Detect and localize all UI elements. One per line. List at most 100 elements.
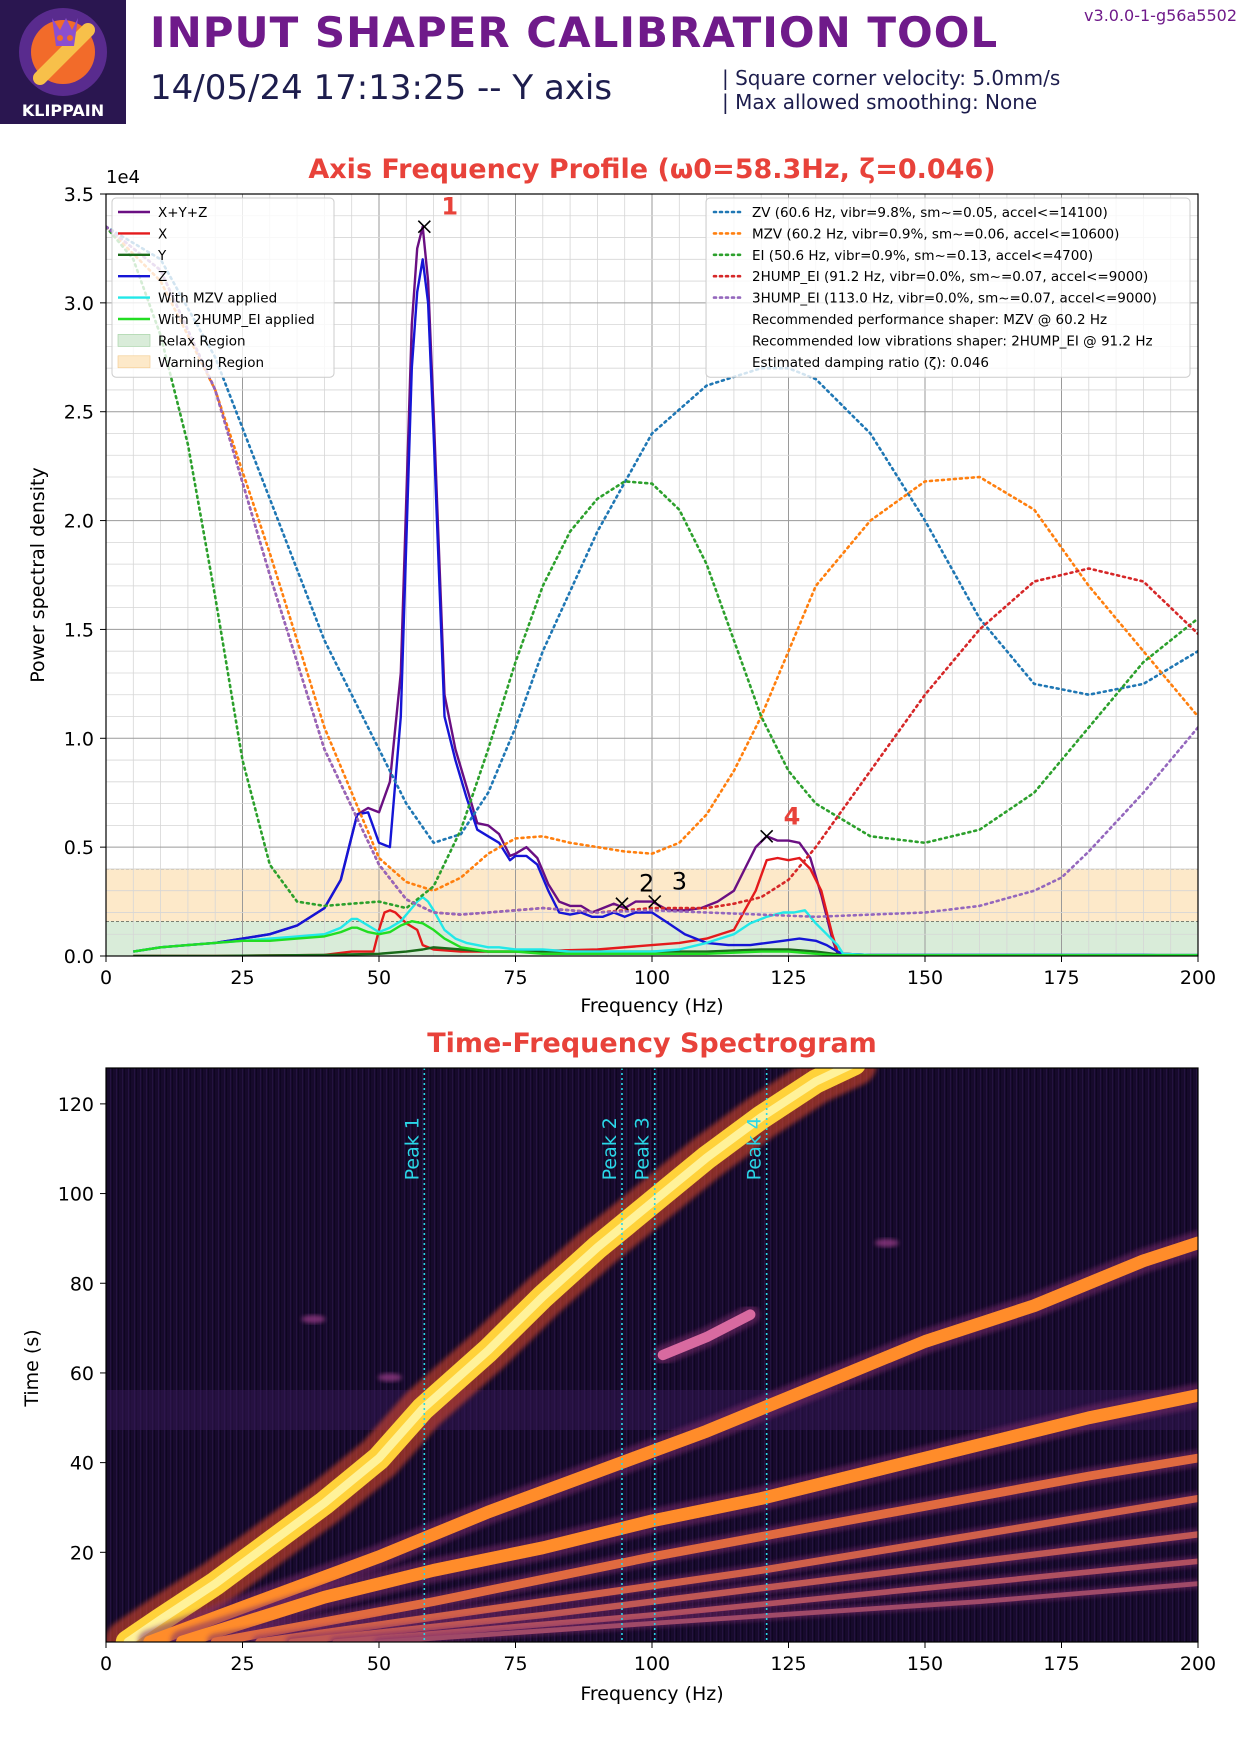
spectrogram-trace-harmonic-g xyxy=(376,1581,1198,1642)
psd-peak-marker-3 xyxy=(648,895,662,909)
app-title: INPUT SHAPER CALIBRATION TOOL xyxy=(150,8,999,57)
spectrogram-peak-label-2: Peak 2 xyxy=(599,1117,621,1180)
psd-y-tick-label: 2.0 xyxy=(64,511,94,533)
psd-legend-left-label: With 2HUMP_EI applied xyxy=(158,312,315,328)
psd-legend-right-label: Recommended performance shaper: MZV @ 60… xyxy=(752,312,1107,328)
spectrogram-x-tick-label: 125 xyxy=(770,1653,806,1675)
spectrogram-trace-echo-segment xyxy=(657,1309,756,1361)
psd-x-tick-label: 100 xyxy=(634,967,670,989)
psd-legend-right-label: EI (50.6 Hz, vibr=0.9%, sm~=0.13, accel<… xyxy=(752,248,1093,264)
psd-x-axis-label: Frequency (Hz) xyxy=(580,995,723,1017)
spectrogram-y-axis-label: Time (s) xyxy=(21,1329,43,1407)
psd-peak-label-3: 3 xyxy=(672,868,687,896)
psd-y-tick-label: 0.0 xyxy=(64,946,94,968)
spectrogram-x-tick-label: 175 xyxy=(1043,1653,1079,1675)
psd-legend-right-label: 2HUMP_EI (91.2 Hz, vibr=0.0%, sm~=0.07, … xyxy=(752,269,1148,285)
spectrogram-trace-harmonic-a xyxy=(143,1236,1198,1642)
psd-peak-marker-4 xyxy=(760,829,774,843)
psd-series-line-10 xyxy=(106,225,1198,919)
version-label: v3.0.0-1-g56a5502 xyxy=(1084,6,1237,25)
psd-series-line-1 xyxy=(133,856,1198,956)
psd-series-line-5 xyxy=(133,920,1198,956)
spectrogram-x-tick-label: 150 xyxy=(907,1653,943,1675)
psd-y-tick-label: 3.0 xyxy=(64,293,94,315)
spectrogram-trace-core xyxy=(123,1068,855,1642)
psd-x-tick-label: 125 xyxy=(770,967,806,989)
psd-legend-right-label: Recommended low vibrations shaper: 2HUMP… xyxy=(752,333,1153,349)
spectrogram-peak-label-4: Peak 4 xyxy=(744,1117,766,1180)
psd-series-line-9 xyxy=(106,225,1198,916)
spectrogram-blob xyxy=(377,1373,402,1382)
psd-series-line-7 xyxy=(106,225,1198,893)
spectrogram-peak-label-3: Peak 3 xyxy=(632,1117,654,1180)
psd-legend-left-swatch xyxy=(117,334,151,347)
psd-peak-marker-2 xyxy=(615,897,629,911)
psd-peak-label-1: 1 xyxy=(441,193,458,221)
klippain-logo: KLIPPAIN xyxy=(0,0,126,124)
psd-y-scale-label: 1e4 xyxy=(106,167,140,188)
psd-legend-left-label: Warning Region xyxy=(158,355,264,371)
spectrogram-peak-label-1: Peak 1 xyxy=(401,1117,423,1180)
spectrogram-x-tick-label: 25 xyxy=(230,1653,254,1675)
psd-legend-left-label: Y xyxy=(157,248,167,264)
max-smoothing-info: | Max allowed smoothing: None xyxy=(722,90,1038,114)
psd-legend-right-label: MZV (60.2 Hz, vibr=0.9%, sm~=0.06, accel… xyxy=(752,226,1119,242)
psd-y-tick-label: 1.5 xyxy=(64,619,94,641)
psd-legend-left-label: With MZV applied xyxy=(158,291,277,307)
spectrogram-y-tick-label: 120 xyxy=(58,1094,94,1116)
psd-x-tick-label: 25 xyxy=(230,967,254,989)
psd-legend-right-label: Estimated damping ratio (ζ): 0.046 xyxy=(752,355,989,371)
spectrogram-y-tick-label: 40 xyxy=(70,1453,94,1475)
psd-peak-label-4: 4 xyxy=(784,802,801,830)
spectrogram-title: Time-Frequency Spectrogram xyxy=(427,1028,877,1059)
spectrogram-y-tick-label: 20 xyxy=(70,1542,94,1564)
psd-legend-left-label: Z xyxy=(158,269,167,285)
spectrogram-trace-harmonic-e xyxy=(288,1531,1198,1642)
spectrogram-x-tick-label: 50 xyxy=(367,1653,391,1675)
spectrogram-y-tick-label: 100 xyxy=(58,1184,94,1206)
psd-y-tick-label: 3.5 xyxy=(64,184,94,206)
psd-y-tick-label: 0.5 xyxy=(64,837,94,859)
psd-series-line-3 xyxy=(133,258,1198,956)
psd-legend-left-box xyxy=(111,197,335,378)
psd-series-line-6 xyxy=(106,225,1198,845)
psd-x-tick-label: 0 xyxy=(100,967,112,989)
psd-x-tick-label: 175 xyxy=(1043,967,1079,989)
psd-legend-left-label: X+Y+Z xyxy=(158,205,207,221)
psd-x-tick-label: 50 xyxy=(367,967,391,989)
psd-x-tick-label: 75 xyxy=(503,967,527,989)
square-corner-velocity-info: | Square corner velocity: 5.0mm/s xyxy=(722,66,1061,90)
psd-series-line-8 xyxy=(106,225,1198,910)
psd-legend-right-box xyxy=(705,197,1191,378)
psd-y-tick-label: 2.5 xyxy=(64,402,94,424)
spectrogram-x-tick-label: 0 xyxy=(100,1653,112,1675)
psd-series-line-4 xyxy=(133,896,1198,956)
page-subtitle: 14/05/24 17:13:25 -- Y axis xyxy=(150,68,613,108)
psd-y-tick-label: 1.0 xyxy=(64,728,94,750)
spectrogram-trace-harmonic-f xyxy=(332,1558,1198,1642)
psd-x-tick-label: 150 xyxy=(907,967,943,989)
spectrogram-trace-harmonic-b xyxy=(175,1389,1198,1642)
psd-y-axis-label: Power spectral density xyxy=(27,467,49,682)
spectrogram-y-tick-label: 80 xyxy=(70,1273,94,1295)
psd-x-tick-label: 200 xyxy=(1180,967,1216,989)
psd-peak-marker-1 xyxy=(417,220,431,234)
psd-legend-right-label: ZV (60.6 Hz, vibr=9.8%, sm~=0.05, accel<… xyxy=(752,205,1108,221)
psd-peak-label-2: 2 xyxy=(639,870,654,898)
spectrogram-x-tick-label: 200 xyxy=(1180,1653,1216,1675)
psd-series-line-2 xyxy=(133,946,1198,956)
spectrogram-trace-harmonic-c xyxy=(210,1453,1198,1642)
psd-legend-left-swatch xyxy=(117,355,151,369)
psd-chart-title: Axis Frequency Profile (ω0=58.3Hz, ζ=0.0… xyxy=(308,154,995,185)
psd-legend-left-label: X xyxy=(158,226,167,242)
psd-legend-left-label: Relax Region xyxy=(158,333,246,349)
spectrogram-x-tick-label: 75 xyxy=(503,1653,527,1675)
spectrogram-trace-harmonic-d xyxy=(255,1494,1198,1642)
psd-legend-right-label: 3HUMP_EI (113.0 Hz, vibr=0.0%, sm~=0.07,… xyxy=(752,291,1157,307)
spectrogram-x-tick-label: 100 xyxy=(634,1653,670,1675)
logo-text: KLIPPAIN xyxy=(22,101,104,120)
spectrogram-blob xyxy=(874,1238,899,1247)
spectrogram-y-tick-label: 60 xyxy=(70,1363,94,1385)
spectrogram-x-axis-label: Frequency (Hz) xyxy=(580,1683,723,1705)
